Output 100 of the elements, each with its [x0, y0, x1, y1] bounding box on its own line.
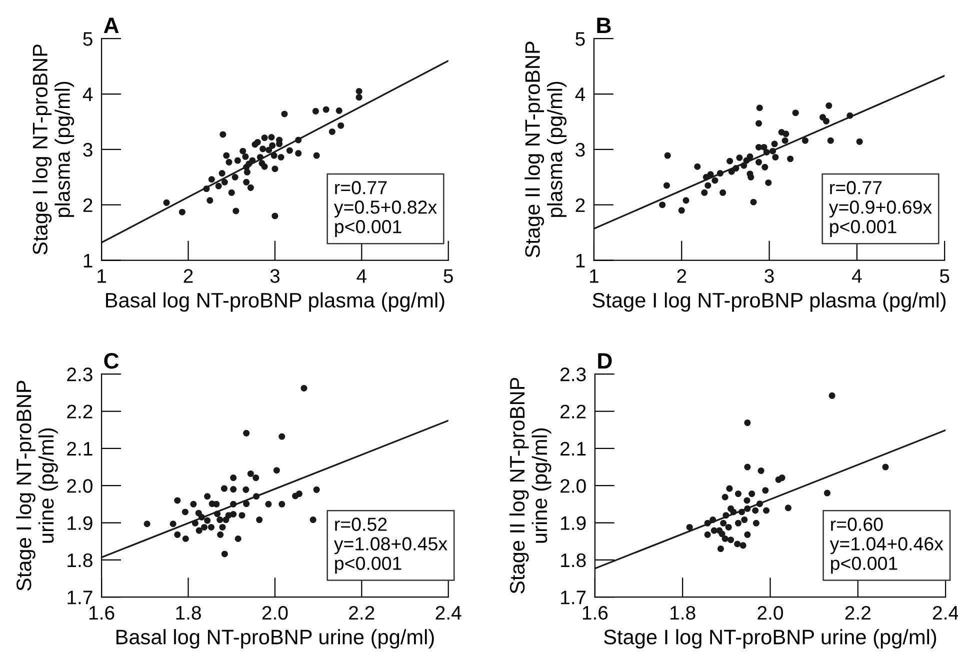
point	[208, 524, 214, 530]
point	[243, 178, 250, 186]
point	[740, 542, 746, 549]
annotation: y=0.5+0.82x	[334, 200, 437, 218]
annotation: r=0.52	[335, 518, 387, 531]
point	[269, 142, 276, 149]
point	[717, 546, 724, 552]
point	[240, 148, 246, 154]
y-tick-label: 2	[83, 198, 92, 212]
point	[266, 146, 272, 154]
x-tick-label: 2.4	[436, 606, 462, 620]
point	[163, 199, 170, 206]
point	[734, 490, 742, 498]
point	[247, 470, 254, 477]
point	[256, 516, 263, 524]
point	[253, 493, 260, 500]
point	[746, 153, 754, 160]
point	[741, 516, 748, 524]
point	[704, 531, 711, 538]
point	[192, 520, 198, 526]
point	[336, 107, 342, 114]
point	[725, 524, 732, 530]
point	[232, 174, 238, 180]
point	[273, 467, 280, 474]
point	[686, 524, 693, 530]
annotation: p<0.001	[830, 220, 896, 238]
point	[313, 486, 320, 493]
point	[310, 516, 316, 524]
y-tick-label: 2.2	[560, 404, 586, 418]
point	[144, 520, 150, 528]
y-tick-label: 1	[84, 254, 92, 268]
point	[718, 530, 726, 538]
point	[268, 134, 275, 140]
x-axis-title: Basal log NT-proBNP plasma (pg/ml)	[106, 292, 444, 312]
point	[247, 184, 254, 191]
point	[278, 500, 286, 508]
point	[208, 176, 215, 183]
point	[204, 493, 211, 500]
point	[214, 510, 221, 518]
point	[722, 512, 730, 519]
point	[174, 531, 181, 538]
point	[726, 485, 733, 492]
x-axis-title: Stage I log NT-proBNP urine (pg/ml)	[604, 629, 936, 649]
point	[682, 197, 690, 204]
point	[232, 208, 240, 214]
annotation: r=0.77	[830, 180, 882, 194]
annotation: p<0.001	[831, 556, 898, 574]
point	[664, 152, 671, 159]
x-tick-label: 2	[184, 269, 193, 283]
point	[238, 512, 246, 519]
x-axis-title: Basal log NT-proBNP urine (pg/ml)	[116, 629, 434, 649]
point	[784, 504, 792, 512]
point	[802, 137, 808, 144]
point	[827, 137, 834, 144]
point	[792, 110, 799, 116]
point	[230, 510, 237, 518]
point	[782, 130, 790, 138]
point	[732, 165, 740, 172]
y-tick-label: 1.8	[561, 553, 586, 568]
point	[203, 186, 210, 192]
y-tick-label: 3	[576, 142, 585, 157]
x-tick-label: 2.0	[262, 606, 288, 620]
x-tick-label: 2.2	[349, 606, 374, 620]
y-tick-label: 1.7	[561, 590, 586, 604]
x-tick-label: 1.8	[670, 606, 696, 620]
x-tick-label: 2.0	[758, 606, 783, 620]
point	[215, 182, 222, 190]
point	[312, 108, 319, 114]
annotation: p<0.001	[335, 556, 402, 574]
y-tick-label: 2.3	[67, 368, 92, 382]
point	[213, 500, 220, 508]
y-tick-label: 4	[82, 88, 93, 102]
point	[219, 524, 226, 530]
point	[778, 474, 786, 482]
point	[736, 154, 743, 162]
y-axis-title: Stage II log NT-proBNP urine (pg/ml)	[509, 378, 552, 594]
y-axis-title: Stage I log NT-proBNP urine (pg/ml)	[16, 380, 58, 591]
x-tick-label: 1	[590, 269, 598, 283]
point	[272, 166, 278, 172]
point	[190, 500, 197, 508]
point	[701, 189, 708, 196]
x-tick-label: 3	[270, 269, 280, 283]
point	[704, 182, 712, 189]
annotation: r=0.60	[831, 518, 883, 531]
point	[765, 179, 772, 186]
point	[217, 531, 224, 538]
point	[178, 208, 186, 216]
y-tick-label: 1	[576, 254, 585, 268]
y-tick-label: 5	[83, 32, 92, 46]
y-tick-label: 2.2	[67, 404, 92, 418]
point	[734, 520, 742, 526]
point	[278, 154, 284, 160]
annotation: p<0.001	[335, 220, 402, 238]
point	[722, 535, 728, 542]
point	[322, 106, 330, 113]
point	[170, 520, 176, 528]
point	[756, 500, 763, 508]
point	[748, 174, 754, 180]
point	[356, 88, 362, 94]
point	[261, 163, 268, 170]
